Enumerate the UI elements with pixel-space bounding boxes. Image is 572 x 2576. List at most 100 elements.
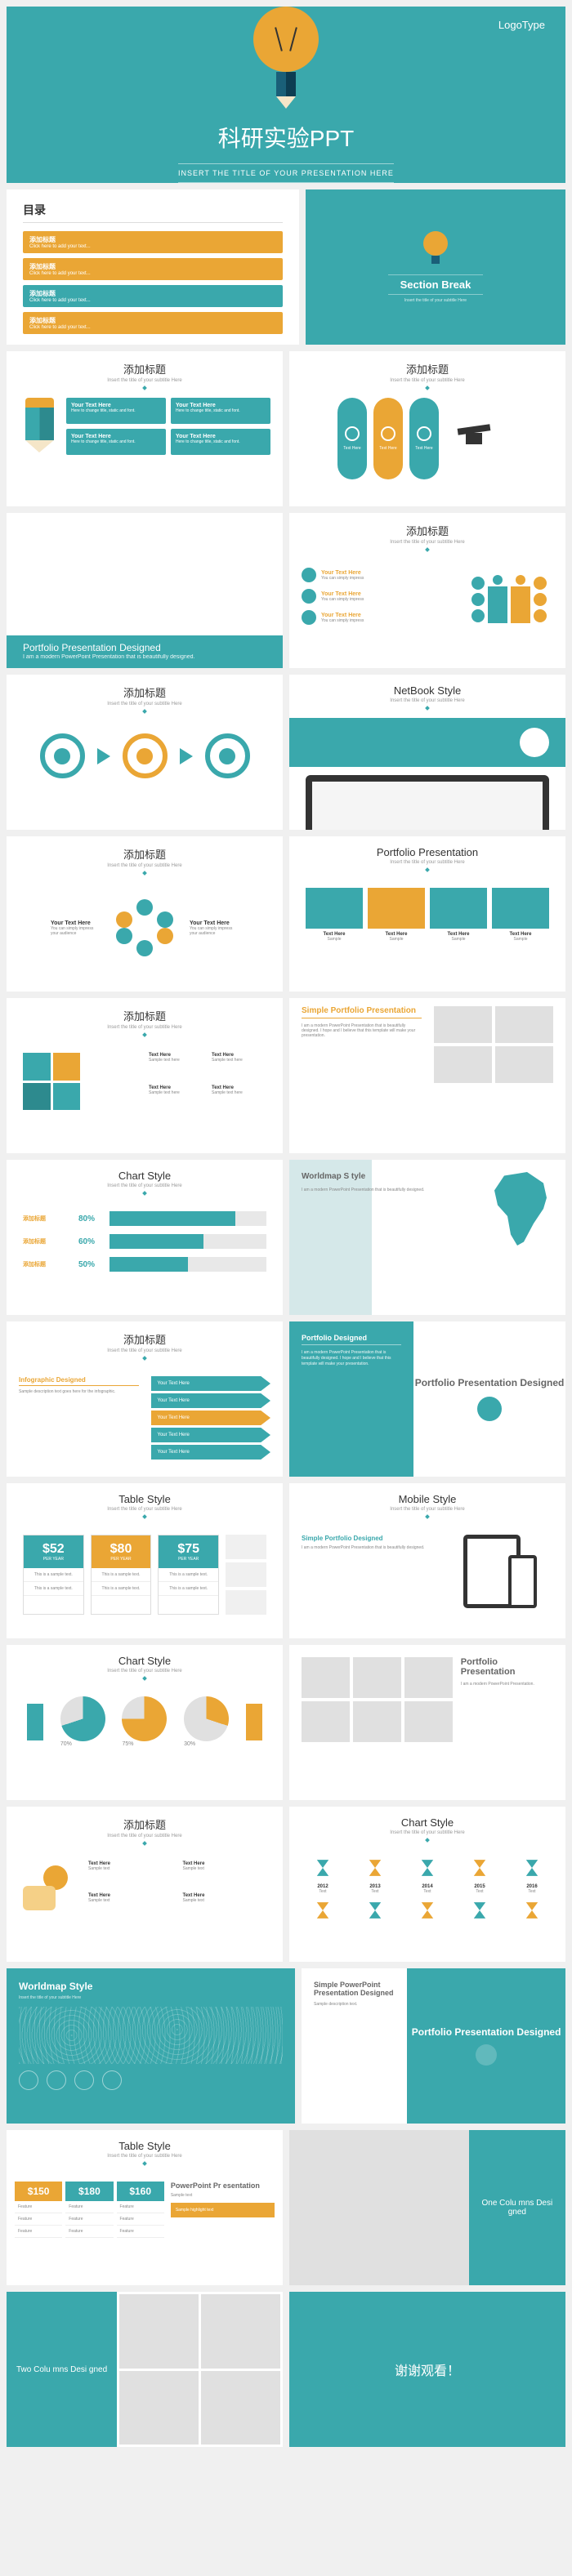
- arrow-right-icon: [97, 748, 110, 764]
- infographic-slide-7: 添加标题Insert the title of your subtitle He…: [289, 513, 565, 668]
- slide-title: 添加标题: [7, 1008, 283, 1023]
- content-grid: Your Text HereHere to change title, stat…: [66, 398, 270, 455]
- hourglass-icon: [299, 1899, 346, 1922]
- male-figure-icon: [488, 575, 507, 624]
- hourglass-icon: [508, 1856, 556, 1879]
- male-figure-icon: [27, 1704, 43, 1740]
- grid-portfolio-slide: Portfolio PresentationI am a modern Powe…: [289, 1645, 565, 1800]
- netbook-slide: NetBook StyleInsert the title of your su…: [289, 675, 565, 830]
- female-figure-icon: [511, 575, 530, 624]
- thank-you-slide: 谢谢观看！: [289, 2292, 565, 2447]
- percent-value: 80%: [78, 1214, 103, 1223]
- strip-text: I am a modern PowerPoint Presentation th…: [23, 653, 266, 662]
- hourglass-label: 2013Text: [351, 1884, 399, 1894]
- slide-sub: Insert the title of your subtitle Here: [7, 1348, 283, 1353]
- label-text: Your Text HereYou can simply impress you…: [190, 920, 239, 936]
- price-card: $52PER YEARThis is a sample text.This is…: [23, 1535, 84, 1615]
- left-panel: Two Colu mns Desi gned: [7, 2292, 117, 2447]
- slide-title: 添加标题: [289, 361, 565, 377]
- hourglass-icon: [351, 1899, 399, 1922]
- hourglass-icon: [299, 1856, 346, 1879]
- text-grid: Text HereSample text hereText HereSample…: [149, 1053, 266, 1110]
- price-card: $80PER YEARThis is a sample text.This is…: [91, 1535, 152, 1615]
- hand-pencil-slide: 添加标题 Insert the title of your subtitle He…: [7, 1807, 283, 1962]
- thanks-text: 谢谢观看！: [395, 2360, 460, 2379]
- split-portfolio-slide: Portfolio DesignedI am a modern PowerPoi…: [289, 1321, 565, 1477]
- hourglass-icon: [508, 1899, 556, 1922]
- placeholder-grid: [434, 1006, 554, 1083]
- logo-text: LogoType: [498, 19, 545, 31]
- table-column: $180FeatureFeatureFeature: [65, 2182, 113, 2238]
- slide-sub: Insert the title of your subtitle Here: [7, 863, 283, 868]
- icon-column: Text HereSample: [430, 888, 487, 942]
- main-title: 科研实验PPT: [218, 121, 354, 154]
- hexagon-slide: 添加标题Insert the title of your subtitle He…: [7, 836, 283, 992]
- portfolio-slide: Portfolio Presentation Designed I am a m…: [7, 513, 283, 668]
- toc-item: 添加标题Click here to add your text...: [23, 231, 283, 253]
- toc-item: 添加标题Click here to add your text...: [23, 312, 283, 334]
- slide-sub: Insert the title of your subtitle Here: [289, 1830, 565, 1835]
- hourglass-label: 2016Text: [508, 1884, 556, 1894]
- arrow-item: Your Text Here: [151, 1445, 271, 1460]
- slide-sub: Insert the title of your subtitle Here: [7, 1507, 283, 1512]
- arrow-item: Your Text Here: [151, 1393, 271, 1408]
- hourglass-row: [299, 1856, 556, 1879]
- arrow-item: Your Text Here: [151, 1428, 271, 1442]
- placeholder-grid: [117, 2292, 283, 2447]
- percent-value: 30%: [184, 1741, 229, 1747]
- slide-title: 添加标题: [7, 1331, 283, 1347]
- content-box: Your Text HereHere to change title, stat…: [66, 429, 166, 455]
- text-grid: Text HereSample textText HereSample text…: [88, 1861, 270, 1919]
- text-content: Simple Portfolio PresentationI am a mode…: [302, 1006, 422, 1083]
- hand-pencil-icon: [19, 1861, 76, 1919]
- hourglass-icon: [351, 1856, 399, 1879]
- text-content: Portfolio PresentationI am a modern Powe…: [461, 1657, 553, 1742]
- extra-cards: [226, 1535, 266, 1615]
- hourglass-label: 2015Text: [456, 1884, 503, 1894]
- slide-sub: Insert the title of your subtitle Here: [289, 1507, 565, 1512]
- slide-title: Mobile Style: [289, 1493, 565, 1505]
- pie-chart: [60, 1696, 105, 1741]
- ring-icon: [205, 733, 250, 778]
- text-content: Worldmap S tyleI am a modern PowerPoint …: [302, 1172, 480, 1246]
- teal-strip: Portfolio Presentation Designed I am a m…: [7, 635, 283, 668]
- toc-item: 添加标题Click here to add your text...: [23, 285, 283, 307]
- slide-title: Chart Style: [7, 1170, 283, 1182]
- mobile-slide: Mobile Style Insert the title of your sub…: [289, 1483, 565, 1638]
- slide-sub: Insert the title of your subtitle Here: [289, 860, 565, 865]
- pill-item: Text Here: [302, 398, 331, 479]
- slide-title: 添加标题: [7, 1816, 283, 1832]
- table-column: $150FeatureFeatureFeature: [15, 2182, 62, 2238]
- content-box: Your Text HereHere to change title, stat…: [66, 398, 166, 424]
- label-text: Your Text HereYou can simply impress you…: [51, 920, 100, 936]
- arrow-item: Your Text Here: [151, 1411, 271, 1425]
- slide-sub: Insert the title of your subtitle Here: [19, 1995, 283, 2000]
- hourglass-label: 2014Text: [404, 1884, 451, 1894]
- teal-band: [289, 718, 565, 767]
- slide-sub: Insert the title of your subtitle Here: [7, 1834, 283, 1838]
- content-slide-4: 添加标题Insert the title of your subtitle He…: [7, 351, 283, 506]
- pill-item: Text Here: [373, 398, 403, 479]
- laptop-icon: [306, 775, 549, 830]
- hourglass-icon: [456, 1856, 503, 1879]
- split-slide-25: Simple PowerPoint Presentation DesignedS…: [302, 1968, 565, 2124]
- female-figure-icon: [246, 1704, 262, 1740]
- hourglass-icon: [404, 1856, 451, 1879]
- bar-chart: 添加标题80% 添加标题60% 添加标题50%: [7, 1203, 283, 1288]
- pie-chart-slide: Chart StyleInsert the title of your subt…: [7, 1645, 283, 1800]
- pill-item: Text Here: [409, 398, 439, 479]
- simple-portfolio-slide: Simple Portfolio PresentationI am a mode…: [289, 998, 565, 1153]
- bar-chart-slide: Chart StyleInsert the title of your subt…: [7, 1160, 283, 1315]
- arrow-item: Your Text Here: [151, 1376, 271, 1391]
- table-column: $160FeatureFeatureFeature: [117, 2182, 164, 2238]
- arrow-right-icon: [180, 748, 193, 764]
- text-content: PowerPoint Pr esentationSample textSampl…: [171, 2182, 275, 2238]
- dot-icon: [302, 610, 316, 625]
- slide-title: Portfolio Presentation: [289, 846, 565, 858]
- figures-icon: [471, 568, 553, 631]
- graduation-cap-icon: [458, 426, 490, 451]
- pencil-icon: [25, 398, 54, 455]
- hexagon-icon: [116, 899, 173, 956]
- devices-icon: [463, 1535, 553, 1608]
- slide-sub: Insert the title of your subtitle Here: [7, 1183, 283, 1188]
